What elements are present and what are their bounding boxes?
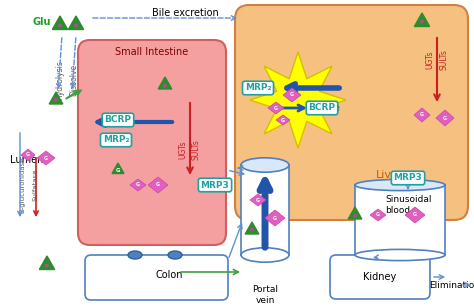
Text: P: P — [353, 214, 357, 218]
FancyBboxPatch shape — [85, 255, 228, 300]
Polygon shape — [68, 16, 83, 29]
Text: Bile: Bile — [319, 103, 340, 113]
Text: Lumen: Lumen — [10, 155, 44, 165]
Text: MRP3: MRP3 — [393, 174, 422, 182]
Text: B-glucuronidase: B-glucuronidase — [19, 157, 25, 213]
Text: G: G — [420, 113, 424, 118]
Polygon shape — [37, 151, 55, 165]
Polygon shape — [130, 179, 146, 191]
Text: Bile excretion: Bile excretion — [152, 8, 219, 18]
Polygon shape — [250, 52, 346, 148]
Ellipse shape — [128, 251, 142, 259]
Text: P: P — [54, 99, 58, 103]
Polygon shape — [39, 256, 55, 270]
Text: MRP3: MRP3 — [201, 181, 229, 189]
Polygon shape — [348, 207, 362, 219]
Polygon shape — [250, 194, 266, 206]
Text: P: P — [420, 21, 424, 25]
Text: G: G — [136, 182, 140, 188]
Polygon shape — [52, 16, 68, 29]
Text: UGTs: UGTs — [426, 51, 435, 69]
Text: MRP₂: MRP₂ — [103, 136, 129, 144]
Text: Dissolve: Dissolve — [70, 64, 79, 96]
Text: Hydrolysis: Hydrolysis — [55, 60, 64, 100]
Text: Colon: Colon — [156, 270, 183, 280]
Polygon shape — [148, 177, 168, 193]
Text: G: G — [256, 197, 260, 203]
Text: Elimination: Elimination — [429, 281, 474, 289]
Bar — [355, 185, 445, 255]
Text: G: G — [281, 118, 285, 122]
Text: MRP₂: MRP₂ — [245, 84, 271, 92]
Text: Liver: Liver — [376, 170, 404, 180]
Text: Portal
vein: Portal vein — [252, 285, 278, 305]
Polygon shape — [268, 102, 284, 114]
Ellipse shape — [241, 248, 289, 262]
Text: G: G — [26, 152, 30, 158]
Text: SULTs: SULTs — [439, 50, 448, 70]
Polygon shape — [245, 222, 259, 234]
Polygon shape — [370, 209, 386, 221]
Text: P: P — [74, 24, 78, 28]
Text: G: G — [273, 215, 277, 221]
FancyBboxPatch shape — [330, 255, 430, 299]
Polygon shape — [414, 13, 429, 27]
Ellipse shape — [168, 251, 182, 259]
Text: Sulfatase: Sulfatase — [33, 169, 39, 201]
Polygon shape — [283, 88, 301, 102]
Text: BCRP: BCRP — [104, 115, 131, 125]
FancyBboxPatch shape — [235, 5, 468, 220]
Text: Glu: Glu — [33, 17, 51, 27]
Text: Small Intestine: Small Intestine — [115, 47, 189, 57]
Polygon shape — [265, 210, 285, 226]
Text: SULTs: SULTs — [191, 140, 201, 160]
Text: Sinusoidal
blood: Sinusoidal blood — [385, 195, 431, 215]
Text: UGTs: UGTs — [179, 141, 188, 159]
Text: G: G — [156, 182, 160, 188]
Text: P: P — [250, 229, 254, 233]
Text: G: G — [290, 92, 294, 98]
Polygon shape — [21, 149, 35, 161]
Polygon shape — [112, 163, 124, 174]
Ellipse shape — [355, 249, 445, 261]
Ellipse shape — [355, 179, 445, 191]
Text: G: G — [443, 115, 447, 121]
Text: Kidney: Kidney — [364, 272, 397, 282]
Text: G: G — [274, 106, 278, 110]
Text: P: P — [58, 24, 62, 28]
FancyBboxPatch shape — [78, 40, 226, 245]
Ellipse shape — [241, 158, 289, 172]
Text: P: P — [45, 263, 49, 268]
Text: G: G — [44, 155, 48, 161]
Polygon shape — [436, 110, 454, 126]
Text: P: P — [163, 84, 167, 88]
Text: BCRP: BCRP — [309, 103, 336, 113]
Polygon shape — [158, 77, 172, 89]
Polygon shape — [405, 207, 425, 223]
Bar — [241, 165, 289, 255]
Text: G: G — [413, 212, 417, 218]
Polygon shape — [49, 92, 63, 104]
Polygon shape — [276, 115, 290, 125]
Text: G: G — [376, 212, 380, 218]
Text: G: G — [116, 169, 120, 174]
Polygon shape — [414, 108, 430, 122]
